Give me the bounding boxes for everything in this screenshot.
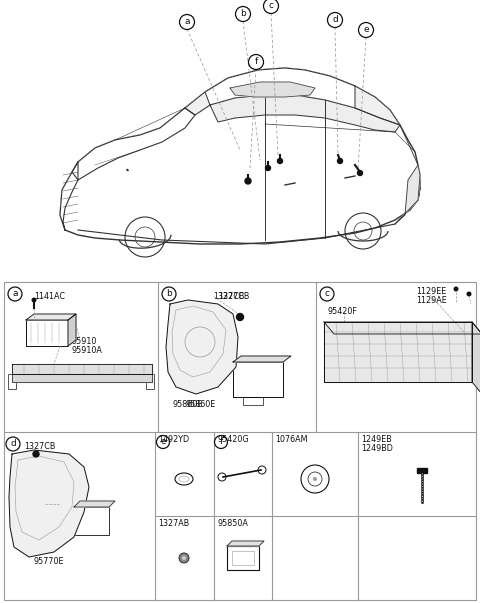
Circle shape — [358, 171, 362, 175]
Circle shape — [265, 165, 271, 171]
Text: c: c — [268, 1, 274, 10]
Bar — [227, 546, 259, 570]
Circle shape — [454, 286, 458, 291]
Circle shape — [277, 159, 283, 163]
Circle shape — [313, 477, 317, 481]
Bar — [417, 468, 427, 473]
Bar — [74, 507, 109, 535]
Text: 95420G: 95420G — [217, 435, 249, 444]
Polygon shape — [355, 86, 400, 125]
Text: 95860E: 95860E — [186, 400, 216, 409]
Bar — [26, 320, 68, 346]
Text: d: d — [332, 16, 338, 25]
Circle shape — [467, 291, 471, 297]
Circle shape — [245, 178, 251, 184]
Text: d: d — [10, 440, 16, 449]
Polygon shape — [395, 165, 420, 224]
Text: f: f — [254, 57, 258, 66]
Polygon shape — [324, 322, 472, 382]
Polygon shape — [227, 541, 264, 546]
Bar — [146, 374, 154, 389]
Polygon shape — [185, 92, 210, 115]
Polygon shape — [60, 68, 420, 244]
Text: a: a — [184, 17, 190, 27]
Text: 1249EB: 1249EB — [361, 435, 392, 444]
Text: 1129AE: 1129AE — [416, 296, 447, 305]
Bar — [233, 362, 283, 397]
Polygon shape — [472, 322, 480, 394]
Polygon shape — [12, 364, 152, 374]
Circle shape — [337, 159, 343, 163]
Text: 1327CB: 1327CB — [218, 292, 250, 301]
Circle shape — [403, 335, 406, 338]
Text: 95910: 95910 — [72, 337, 97, 346]
Text: e: e — [363, 25, 369, 34]
Circle shape — [463, 335, 466, 338]
Text: 95860E: 95860E — [173, 400, 203, 409]
Polygon shape — [60, 162, 78, 230]
Polygon shape — [12, 374, 152, 382]
Text: 1141AC: 1141AC — [34, 292, 65, 301]
Text: 1492YD: 1492YD — [158, 435, 189, 444]
Text: 1327CB: 1327CB — [24, 442, 55, 451]
Circle shape — [182, 556, 186, 560]
Bar — [243, 397, 263, 405]
Text: c: c — [324, 289, 329, 298]
Text: e: e — [160, 438, 166, 446]
Text: f: f — [219, 438, 223, 446]
Polygon shape — [324, 322, 480, 334]
Text: 1327CB: 1327CB — [213, 292, 244, 301]
Polygon shape — [233, 356, 291, 362]
Polygon shape — [68, 314, 76, 346]
Text: 95850A: 95850A — [217, 519, 248, 528]
Polygon shape — [166, 300, 238, 394]
Polygon shape — [74, 501, 115, 507]
Polygon shape — [230, 82, 315, 97]
Text: 1076AM: 1076AM — [275, 435, 308, 444]
Polygon shape — [72, 108, 195, 180]
Circle shape — [343, 335, 346, 338]
Polygon shape — [185, 68, 400, 125]
Polygon shape — [26, 314, 76, 320]
Bar — [232, 551, 254, 565]
Circle shape — [33, 451, 39, 457]
Circle shape — [40, 502, 44, 506]
Circle shape — [179, 553, 189, 563]
Text: 1249BD: 1249BD — [361, 444, 393, 453]
Text: a: a — [12, 289, 18, 298]
Bar — [8, 374, 16, 389]
Bar — [4, 282, 476, 600]
Text: b: b — [240, 10, 246, 19]
Text: 95770E: 95770E — [34, 557, 64, 566]
Text: 1327AB: 1327AB — [158, 519, 189, 528]
Circle shape — [32, 297, 36, 303]
Polygon shape — [9, 450, 89, 557]
Text: b: b — [166, 289, 172, 298]
Text: 95420F: 95420F — [328, 307, 358, 316]
Polygon shape — [210, 95, 400, 132]
Bar — [59, 500, 74, 508]
Text: 95910A: 95910A — [72, 346, 103, 355]
Text: 1129EE: 1129EE — [416, 287, 446, 296]
Circle shape — [237, 314, 243, 321]
